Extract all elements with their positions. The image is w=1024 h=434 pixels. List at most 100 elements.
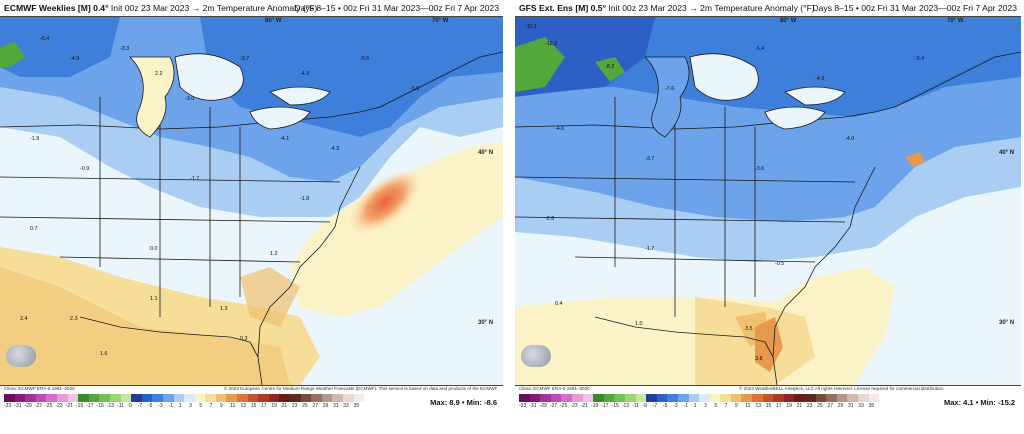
colorbar-tick: 25 xyxy=(302,403,308,409)
anomaly-map: -11.1 -12.2 -8.2 -7.6 -6.4 -4.9 -5.4 -4.… xyxy=(515,16,1021,386)
lon-80-label: 80° W xyxy=(265,18,282,24)
colorbar-tick: 7 xyxy=(724,403,728,409)
colorbar-swatch xyxy=(343,394,354,402)
colorbar-swatch xyxy=(858,394,869,402)
colorbar-swatch xyxy=(258,394,269,402)
colorbar-tick: -33 xyxy=(4,403,12,409)
colorbar-swatch xyxy=(667,394,678,402)
colorbar-tick: 13 xyxy=(755,403,762,409)
panel-header: ECMWF Weeklies [M] 0.4° Init 00z 23 Mar … xyxy=(4,2,499,16)
colorbar-swatch xyxy=(215,394,227,402)
panel-title: ECMWF Weeklies [M] 0.4° Init 00z 23 Mar … xyxy=(4,3,318,13)
colorbar-tick: 31 xyxy=(848,403,854,409)
colorbar-tick: -3 xyxy=(673,403,678,409)
colorbar-tick: 27 xyxy=(827,403,833,409)
colorbar-tick: 5 xyxy=(199,403,203,409)
colorbar-swatch xyxy=(783,394,795,402)
colorbar-swatch xyxy=(194,394,206,402)
lat-30-label: 30° N xyxy=(478,320,494,326)
colorbar-swatch xyxy=(152,394,163,402)
colorbar-swatch xyxy=(173,394,185,402)
colorbar-swatch xyxy=(593,394,604,402)
colorbar-swatch xyxy=(635,394,647,402)
colorbar-tick: -13 xyxy=(621,403,630,409)
colorbar-swatch xyxy=(184,394,195,402)
weatherbell-logo xyxy=(521,345,551,367)
colorbar-swatch xyxy=(321,394,333,402)
colorbar-tick: -31 xyxy=(14,403,22,409)
colorbar-tick: -7 xyxy=(652,403,658,409)
colorbar-ticks: -33 -31 -29 -27 -25 -23 -21 -19 -17 -15 -13 -11 -9 -7… xyxy=(519,403,879,409)
colorbar-swatch xyxy=(88,394,100,402)
colorbar-swatch xyxy=(311,394,322,402)
colorbar-swatch xyxy=(205,394,216,402)
colorbar-tick: -27 xyxy=(549,403,558,409)
colorbar-swatch xyxy=(688,394,700,402)
colorbar-tick: -3 xyxy=(158,403,163,409)
colorbar-swatch xyxy=(624,394,636,402)
colorbar-tick: 1 xyxy=(178,403,182,409)
credit-line: Clima: ECMWF ERA-5 1991–2020 © 2023 Euro… xyxy=(4,386,498,391)
colorbar-swatch xyxy=(656,394,668,402)
colorbar-tick: -1 xyxy=(683,403,688,409)
lat-40-label: 40° N xyxy=(999,150,1015,156)
colorbar-tick: 27 xyxy=(312,403,318,409)
colorbar-swatch xyxy=(614,394,625,402)
colorbar-swatch xyxy=(109,394,121,402)
colorbar-swatch xyxy=(720,394,731,402)
colorbar-swatch xyxy=(35,394,47,402)
colorbar-tick: 1 xyxy=(693,403,697,409)
colorbar-tick: 21 xyxy=(796,403,803,409)
colorbar-swatch xyxy=(868,394,880,402)
colorbar-tick: -15 xyxy=(96,403,104,409)
colorbar-tick: -5 xyxy=(662,403,668,409)
colorbar-tick: -5 xyxy=(147,403,153,409)
colorbar-swatch xyxy=(709,394,721,402)
colorbar-swatch xyxy=(268,394,280,402)
colorbar xyxy=(519,394,880,402)
colorbar-tick: -23 xyxy=(570,403,578,409)
colorbar-swatch xyxy=(794,394,806,402)
colorbar-swatch xyxy=(646,394,657,402)
colorbar-tick: 9 xyxy=(734,403,738,409)
colorbar-swatch xyxy=(519,394,530,402)
colorbar-swatch xyxy=(529,394,541,402)
colorbar-swatch xyxy=(826,394,837,402)
map-fill xyxy=(0,17,503,385)
colorbar-swatch xyxy=(603,394,615,402)
colorbar-tick: 19 xyxy=(271,403,277,409)
colorbar-tick: 15 xyxy=(765,403,772,409)
colorbar-swatch xyxy=(582,394,594,402)
colorbar-tick: 31 xyxy=(333,403,339,409)
colorbar-swatch xyxy=(131,394,142,402)
colorbar-swatch xyxy=(226,394,238,402)
colorbar-tick: -19 xyxy=(590,403,599,409)
colorbar-swatch xyxy=(14,394,26,402)
colorbar-swatch xyxy=(25,394,36,402)
colorbar-tick: 21 xyxy=(281,403,288,409)
colorbar-swatch xyxy=(279,394,291,402)
colorbar-tick: 17 xyxy=(776,403,782,409)
colorbar-swatch xyxy=(4,394,15,402)
colorbar-swatch xyxy=(67,394,79,402)
colorbar-tick: -17 xyxy=(86,403,94,409)
map-fill xyxy=(515,17,1021,385)
colorbar-tick: -7 xyxy=(137,403,143,409)
colorbar-swatch xyxy=(300,394,312,402)
colorbar-tick: 19 xyxy=(786,403,792,409)
lon-70-label: 70° W xyxy=(947,18,964,24)
colorbar-swatch xyxy=(847,394,858,402)
colorbar-tick: -21 xyxy=(580,403,588,409)
colorbar-tick: 23 xyxy=(291,403,298,409)
colorbar-tick: 3 xyxy=(189,403,192,409)
colorbar-tick: -25 xyxy=(560,403,568,409)
lat-40-label: 40° N xyxy=(478,150,494,156)
colorbar-tick: 23 xyxy=(806,403,813,409)
colorbar-ticks: -33 -31 -29 -27 -25 -23 -21 -19 -17 -15 -13 -11 -9 -7… xyxy=(4,403,364,409)
colorbar-tick: 5 xyxy=(714,403,718,409)
colorbar-tick: -29 xyxy=(24,403,32,409)
colorbar-tick: -19 xyxy=(75,403,84,409)
lat-30-label: 30° N xyxy=(999,320,1015,326)
colorbar-swatch xyxy=(752,394,763,402)
colorbar-swatch xyxy=(120,394,132,402)
